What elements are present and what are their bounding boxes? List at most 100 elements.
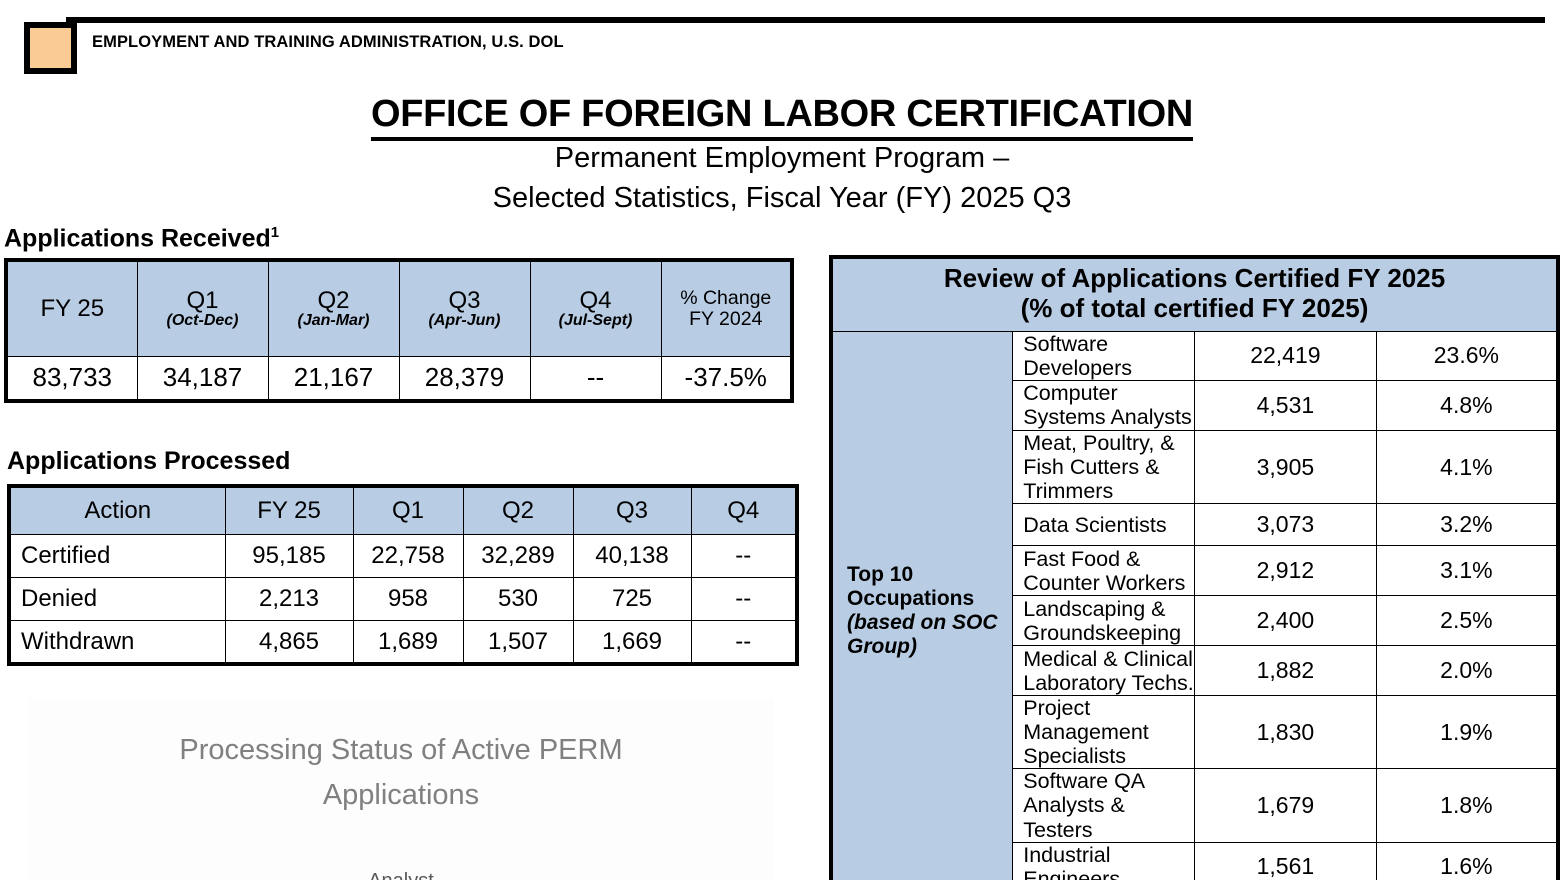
col-q1-months: (Oct-Dec) xyxy=(166,311,239,329)
table-row: Withdrawn 4,865 1,689 1,507 1,669 -- xyxy=(8,620,798,665)
page-title: OFFICE OF FOREIGN LABOR CERTIFICATION xyxy=(0,93,1564,141)
occupation-name: Computer Systems Analysts xyxy=(1012,379,1195,431)
table-header-row: FY 25 Q1 (Oct-Dec) Q2 (Jan-Mar) Q3 (Apr-… xyxy=(5,259,793,357)
col-fy25-label: FY 25 xyxy=(40,295,105,323)
review-title-row: Review of Applications Certified FY 2025… xyxy=(830,256,1559,332)
occupation-pct: 4.8% xyxy=(1375,379,1559,431)
withdrawn-q4: -- xyxy=(690,620,798,665)
col-action: Action xyxy=(8,485,226,535)
agency-name: EMPLOYMENT AND TRAINING ADMINISTRATION, … xyxy=(92,33,564,51)
col-q2-months: (Jan-Mar) xyxy=(297,311,370,329)
top10-label-line4: Group) xyxy=(847,635,917,659)
withdrawn-q1: 1,689 xyxy=(352,620,464,665)
processed-action-denied: Denied xyxy=(8,576,226,622)
occupation-name: Medical & Clinical Laboratory Techs. xyxy=(1012,645,1195,697)
table-row: Denied 2,213 958 530 725 -- xyxy=(8,576,798,622)
occupation-pct: 3.1% xyxy=(1375,545,1559,597)
applications-received-table: FY 25 Q1 (Oct-Dec) Q2 (Jan-Mar) Q3 (Apr-… xyxy=(4,258,794,403)
occupation-name: Meat, Poultry, & Fish Cutters & Trimmers xyxy=(1012,429,1195,505)
chart-title: Processing Status of Active PERM Applica… xyxy=(28,728,774,818)
occupation-name: Data Scientists xyxy=(1012,503,1195,547)
table-row: Software QA Analysts & Testers 1,679 1.8… xyxy=(831,768,1559,843)
col-fy25: FY 25 xyxy=(5,259,138,357)
section-heading-text: Applications Received xyxy=(4,224,271,253)
col-q1: Q1 xyxy=(352,485,464,535)
occupation-name: Industrial Engineers xyxy=(1012,841,1195,880)
col-pct-change: % Change FY 2024 xyxy=(660,259,793,357)
received-q3-value: 28,379 xyxy=(398,355,531,402)
denied-q4: -- xyxy=(690,576,798,622)
col-fy25: FY 25 xyxy=(224,485,354,535)
col-q1: Q1 (Oct-Dec) xyxy=(136,259,269,357)
processing-status-chart-panel: Processing Status of Active PERM Applica… xyxy=(28,698,774,880)
occupation-count: 1,561 xyxy=(1194,841,1377,880)
table-row: Industrial Engineers 1,561 1.6% xyxy=(831,841,1559,880)
denied-q1: 958 xyxy=(352,576,464,622)
section-heading-applications-received: Applications Received1 xyxy=(4,224,279,253)
received-q2-value: 21,167 xyxy=(267,355,400,402)
col-q3-months: (Apr-Jun) xyxy=(428,311,501,329)
top10-occupations-label: Top 10 Occupations (based on SOC Group) xyxy=(830,330,1014,880)
occupation-pct: 3.2% xyxy=(1375,503,1559,547)
occupation-pct: 2.5% xyxy=(1375,595,1559,647)
col-q3: Q3 (Apr-Jun) xyxy=(398,259,531,357)
denied-fy25: 2,213 xyxy=(224,576,354,622)
table-header-row: Action FY 25 Q1 Q2 Q3 Q4 xyxy=(8,485,798,535)
table-row: Meat, Poultry, & Fish Cutters & Trimmers… xyxy=(831,429,1559,505)
occupation-count: 2,400 xyxy=(1194,595,1377,647)
chart-title-line2: Applications xyxy=(322,778,480,811)
header-rule xyxy=(66,17,1545,23)
certified-fy25: 95,185 xyxy=(224,533,354,579)
withdrawn-q3: 1,669 xyxy=(572,620,692,665)
col-q3-label: Q3 xyxy=(448,286,481,314)
col-q2-label: Q2 xyxy=(317,286,350,314)
applications-processed-table: Action FY 25 Q1 Q2 Q3 Q4 Certified 95,18… xyxy=(7,484,799,666)
col-q2: Q2 xyxy=(462,485,574,535)
table-row: Fast Food & Counter Workers 2,912 3.1% xyxy=(831,545,1559,597)
received-fy25-value: 83,733 xyxy=(5,355,138,402)
table-row: Project Management Specialists 1,830 1.9… xyxy=(831,695,1559,770)
occupation-count: 22,419 xyxy=(1194,330,1377,381)
section-heading-applications-processed: Applications Processed xyxy=(7,447,291,475)
occupation-name: Landscaping & Groundskeeping xyxy=(1012,595,1195,647)
occupation-name: Project Management Specialists xyxy=(1012,695,1195,770)
col-pct-change-label: % Change xyxy=(680,287,772,310)
certified-q2: 32,289 xyxy=(462,533,574,579)
withdrawn-q2: 1,507 xyxy=(462,620,574,665)
chart-title-line1: Processing Status of Active PERM xyxy=(179,734,623,766)
received-q4-value: -- xyxy=(529,355,662,402)
occupation-count: 1,882 xyxy=(1194,645,1377,697)
chart-legend-partial: Analyst xyxy=(28,870,774,880)
occupation-count: 4,531 xyxy=(1194,379,1377,431)
col-q2: Q2 (Jan-Mar) xyxy=(267,259,400,357)
col-q4: Q4 (Jul-Sept) xyxy=(529,259,662,357)
top10-label-line2: Occupations xyxy=(847,587,975,611)
col-q4-label: Q4 xyxy=(579,286,612,314)
occupation-name: Software Developers xyxy=(1012,330,1195,381)
certified-q1: 22,758 xyxy=(352,533,464,579)
occupation-count: 1,830 xyxy=(1194,695,1377,770)
table-row: Landscaping & Groundskeeping 2,400 2.5% xyxy=(831,595,1559,647)
denied-q2: 530 xyxy=(462,576,574,622)
processed-action-withdrawn: Withdrawn xyxy=(8,620,226,665)
occupation-pct: 1.6% xyxy=(1375,841,1559,880)
col-q4: Q4 xyxy=(690,485,798,535)
occupation-name: Fast Food & Counter Workers xyxy=(1012,545,1195,597)
occupation-name: Software QA Analysts & Testers xyxy=(1012,768,1195,843)
received-q1-value: 34,187 xyxy=(136,355,269,402)
col-pct-change-year: FY 2024 xyxy=(689,307,763,330)
received-pct-change-value: -37.5% xyxy=(660,355,793,402)
occupation-pct: 2.0% xyxy=(1375,645,1559,697)
table-row: 83,733 34,187 21,167 28,379 -- -37.5% xyxy=(5,355,793,402)
denied-q3: 725 xyxy=(572,576,692,622)
occupation-pct: 4.1% xyxy=(1375,429,1559,505)
occupation-pct: 1.8% xyxy=(1375,768,1559,843)
occupation-pct: 1.9% xyxy=(1375,695,1559,770)
review-title-line2: (% of total certified FY 2025) xyxy=(1020,292,1369,323)
page-subtitle-line1: Permanent Employment Program – xyxy=(554,142,1010,174)
occupation-count: 1,679 xyxy=(1194,768,1377,843)
footnote-marker: 1 xyxy=(270,224,280,241)
occupation-pct: 23.6% xyxy=(1375,330,1559,381)
certified-q4: -- xyxy=(690,533,798,579)
